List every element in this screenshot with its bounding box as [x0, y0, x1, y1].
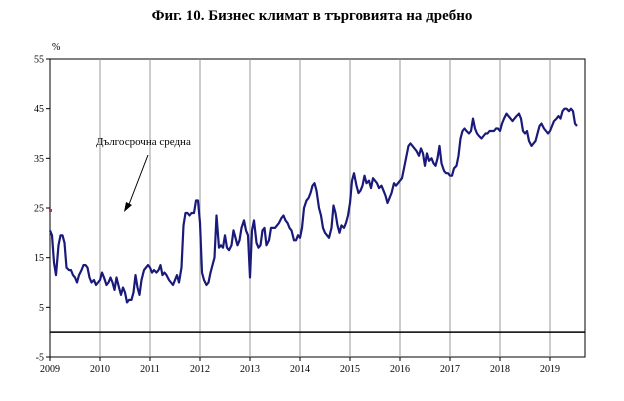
y-tick-label: 35 [34, 154, 44, 165]
x-tick-label: 2019 [540, 364, 560, 375]
y-unit-label: % [52, 42, 60, 53]
x-tick-label: 2016 [390, 364, 410, 375]
y-tick-label: 45 [34, 104, 44, 115]
annotation-text: Дългосрочна средна [96, 136, 191, 148]
chart-title: Фиг. 10. Бизнес климат в търговията на д… [151, 8, 473, 24]
long-term-average-marker [49, 208, 52, 212]
x-tick-label: 2014 [290, 364, 310, 375]
annotation-arrowhead [124, 202, 132, 212]
x-tick-label: 2011 [140, 364, 160, 375]
y-tick-label: 5 [39, 303, 44, 314]
x-tick-label: 2017 [440, 364, 460, 375]
y-axis: -5 5 15 25 35 45 55 [34, 55, 50, 364]
y-tick-label: 25 [34, 204, 44, 215]
x-tick-label: 2018 [490, 364, 510, 375]
series-line-0 [48, 107, 578, 304]
x-tick-label: 2015 [340, 364, 360, 375]
y-tick-label: 15 [34, 253, 44, 264]
x-tick-label: 2009 [40, 364, 60, 375]
x-tick-label: 2013 [240, 364, 260, 375]
annotation-arrow [127, 154, 149, 208]
x-tick-label: 2010 [90, 364, 110, 375]
y-tick-label: 55 [34, 55, 44, 66]
year-grid [99, 59, 551, 357]
y-tick-label: -5 [36, 353, 44, 364]
series-line [48, 107, 578, 304]
x-tick-label: 2012 [190, 364, 210, 375]
x-axis: 2009 2010 2011 2012 2013 2014 2015 2016 2017 2018… [40, 357, 560, 375]
plot-area [49, 58, 586, 358]
